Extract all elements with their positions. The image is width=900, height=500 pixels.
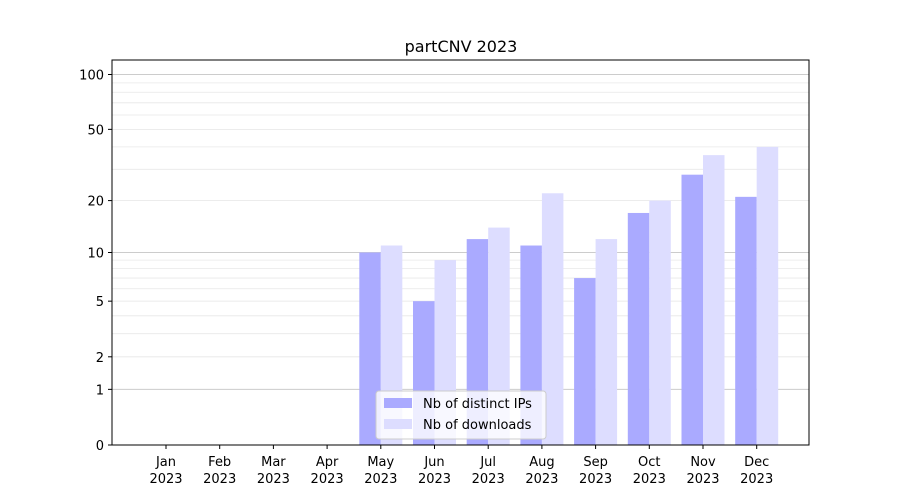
x-tick-label-year: 2023 — [257, 472, 290, 487]
bar-downloads-sep — [595, 239, 618, 445]
x-axis: Jan 2023 Feb 2023 Mar 2023 Apr 2023 May 2023 Jun 20… — [149, 445, 773, 487]
legend-label-downloads: Nb of downloads — [423, 418, 532, 433]
y-tick-label: 0 — [96, 439, 104, 454]
x-tick-label-year: 2023 — [364, 472, 397, 487]
x-tick-label-month: Jan — [155, 455, 176, 470]
x-tick-label-year: 2023 — [633, 472, 666, 487]
x-tick-label-month: May — [367, 455, 394, 470]
x-tick-label-month: Jun — [423, 455, 444, 470]
x-tick-label-month: Mar — [261, 455, 286, 470]
legend: Nb of distinct IPs Nb of downloads — [375, 390, 547, 440]
x-tick-label-year: 2023 — [418, 472, 451, 487]
legend-label-distinct-ips: Nb of distinct IPs — [423, 397, 532, 412]
chart-title: partCNV 2023 — [405, 37, 518, 56]
x-tick-label-year: 2023 — [579, 472, 612, 487]
x-tick-label-month: Jul — [479, 455, 496, 470]
bar-distinct-ips-sep — [574, 278, 596, 445]
x-tick-label-month: Apr — [316, 455, 339, 470]
x-tick-label-month: Dec — [744, 455, 769, 470]
x-tick-label-year: 2023 — [740, 472, 773, 487]
x-tick-label-year: 2023 — [149, 472, 182, 487]
x-tick-label-year: 2023 — [311, 472, 344, 487]
legend-swatch-downloads — [384, 419, 412, 429]
y-tick-label: 1 — [96, 383, 104, 398]
legend-box — [375, 390, 547, 440]
x-tick-label-year: 2023 — [472, 472, 505, 487]
y-tick-label: 50 — [87, 123, 104, 138]
y-tick-label: 10 — [87, 247, 104, 262]
y-tick-label: 100 — [79, 69, 104, 84]
bar-distinct-ips-nov — [681, 174, 703, 446]
x-tick-label-month: Feb — [208, 455, 231, 470]
legend-swatch-distinct-ips — [384, 398, 412, 408]
bar-downloads-dec — [756, 146, 779, 445]
y-axis: 0 1 2 5 10 20 50 100 — [79, 69, 112, 454]
bar-distinct-ips-may — [359, 252, 381, 445]
bar-downloads-nov — [703, 155, 725, 446]
x-tick-label-month: Sep — [583, 455, 608, 470]
bar-downloads-oct — [649, 200, 671, 445]
bar-distinct-ips-dec — [735, 196, 757, 445]
x-tick-label-month: Aug — [529, 455, 554, 470]
x-tick-label-month: Oct — [638, 455, 660, 470]
x-tick-label-month: Nov — [690, 455, 716, 470]
bar-distinct-ips-oct — [627, 212, 650, 445]
x-tick-label-year: 2023 — [686, 472, 719, 487]
y-tick-label: 20 — [87, 195, 104, 210]
y-tick-label: 2 — [96, 351, 104, 366]
y-tick-label: 5 — [96, 295, 104, 310]
x-tick-label-year: 2023 — [203, 472, 236, 487]
bar-downloads-aug — [541, 193, 564, 445]
x-tick-label-year: 2023 — [525, 472, 558, 487]
